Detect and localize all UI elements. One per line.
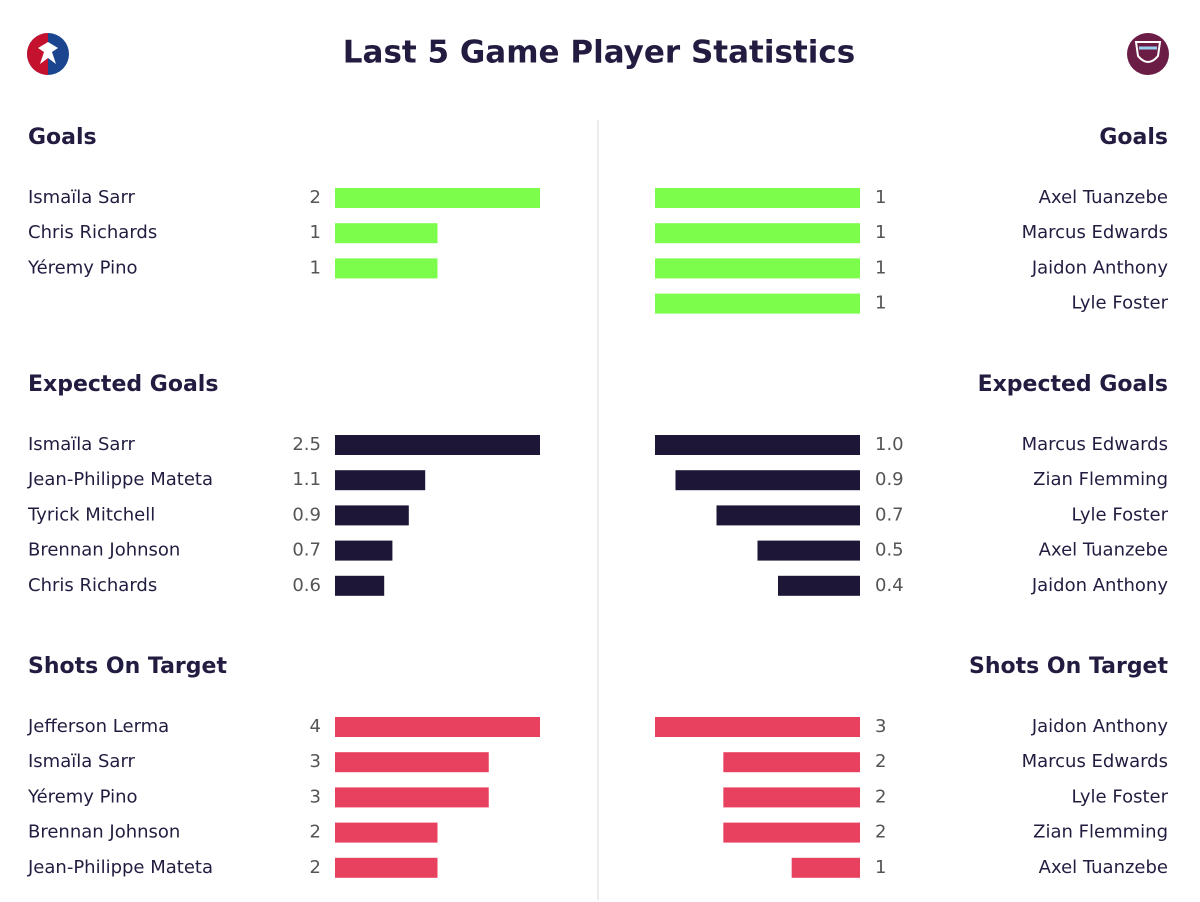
value-label: 0.5 [875, 540, 904, 561]
bar [335, 435, 540, 455]
player-name: Zian Flemming [1033, 822, 1168, 843]
bar [655, 293, 860, 314]
value-label: 2 [875, 822, 886, 843]
bar [655, 717, 860, 737]
bar [335, 470, 426, 491]
player-name: Tyrick Mitchell [27, 504, 155, 525]
section-title: Expected Goals [978, 372, 1168, 397]
section-title: Expected Goals [28, 372, 218, 397]
value-label: 1.1 [292, 469, 321, 490]
value-label: 1 [875, 187, 886, 208]
bar [335, 575, 385, 596]
bar [757, 540, 860, 561]
player-name: Brennan Johnson [28, 540, 180, 561]
bar [675, 470, 860, 491]
bar [335, 540, 393, 561]
value-label: 3 [310, 786, 321, 807]
section-title: Goals [1099, 125, 1168, 150]
player-name: Axel Tuanzebe [1039, 857, 1168, 878]
value-label: 0.9 [875, 469, 904, 490]
value-label: 0.9 [292, 504, 321, 525]
value-label: 1 [875, 293, 886, 314]
player-name: Brennan Johnson [28, 822, 180, 843]
value-label: 0.7 [875, 504, 904, 525]
player-name: Marcus Edwards [1022, 222, 1168, 243]
section-title: Shots On Target [28, 654, 227, 679]
bar [335, 505, 409, 526]
bar [335, 258, 438, 279]
bar [335, 188, 540, 208]
bar [655, 188, 860, 208]
value-label: 3 [875, 716, 886, 737]
player-name: Marcus Edwards [1022, 434, 1168, 455]
bar [723, 787, 860, 808]
away-crest [1127, 33, 1169, 75]
bar [335, 752, 489, 773]
player-name: Jean-Philippe Mateta [27, 469, 213, 490]
value-label: 1 [310, 222, 321, 243]
value-label: 1 [310, 257, 321, 278]
player-name: Yéremy Pino [27, 257, 138, 278]
player-name: Ismaïla Sarr [28, 187, 136, 208]
bar [778, 575, 860, 596]
player-name: Axel Tuanzebe [1039, 187, 1168, 208]
player-name: Jaidon Anthony [1031, 257, 1169, 278]
player-name: Chris Richards [28, 222, 157, 243]
value-label: 2 [310, 187, 321, 208]
player-name: Lyle Foster [1072, 293, 1169, 314]
section-title: Shots On Target [969, 654, 1168, 679]
value-label: 1.0 [875, 434, 904, 455]
value-label: 2 [875, 751, 886, 772]
bar [655, 223, 860, 244]
player-name: Ismaïla Sarr [28, 751, 136, 772]
player-name: Yéremy Pino [27, 786, 138, 807]
value-label: 1 [875, 257, 886, 278]
value-label: 1 [875, 222, 886, 243]
page-title: Last 5 Game Player Statistics [343, 35, 855, 71]
player-name: Jefferson Lerma [27, 716, 169, 737]
bar [655, 258, 860, 279]
bar [335, 857, 438, 878]
value-label: 3 [310, 751, 321, 772]
value-label: 2.5 [292, 434, 321, 455]
value-label: 2 [875, 786, 886, 807]
home-crest [27, 33, 69, 75]
player-name: Marcus Edwards [1022, 751, 1168, 772]
player-name: Jean-Philippe Mateta [27, 857, 213, 878]
value-label: 2 [310, 822, 321, 843]
bar [723, 752, 860, 773]
section-title: Goals [28, 125, 97, 150]
value-label: 0.4 [875, 575, 904, 596]
bar [335, 787, 489, 808]
player-name: Axel Tuanzebe [1039, 540, 1168, 561]
bar [335, 717, 540, 737]
bar [791, 857, 860, 878]
player-name: Jaidon Anthony [1031, 716, 1169, 737]
value-label: 2 [310, 857, 321, 878]
bar [716, 505, 860, 526]
bar [655, 435, 860, 455]
bar [335, 822, 438, 843]
bar [723, 822, 860, 843]
player-name: Jaidon Anthony [1031, 575, 1169, 596]
bar [335, 223, 438, 244]
player-name: Lyle Foster [1072, 504, 1169, 525]
value-label: 4 [310, 716, 321, 737]
player-name: Zian Flemming [1033, 469, 1168, 490]
player-name: Ismaïla Sarr [28, 434, 136, 455]
value-label: 0.7 [292, 540, 321, 561]
player-name: Chris Richards [28, 575, 157, 596]
player-name: Lyle Foster [1072, 786, 1169, 807]
value-label: 0.6 [292, 575, 321, 596]
value-label: 1 [875, 857, 886, 878]
